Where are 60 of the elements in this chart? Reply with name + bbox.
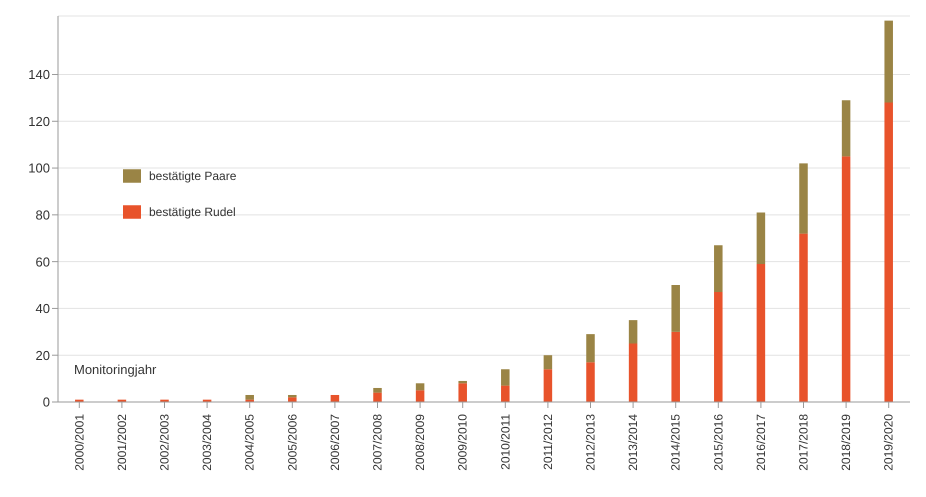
annotation: Monitoringjahr	[74, 362, 156, 377]
bar	[288, 394, 297, 398]
x-tick-label: 2018/2019	[839, 414, 854, 471]
bar	[628, 344, 638, 402]
bar	[416, 383, 424, 390]
y-tick-label: 80	[36, 207, 50, 222]
bar	[544, 355, 552, 370]
bar	[544, 369, 552, 402]
x-tick-label: 2009/2010	[456, 414, 470, 471]
bar	[842, 156, 850, 402]
y-tick-label: 0	[42, 394, 50, 410]
x-tick-label: 2005/2006	[285, 414, 300, 471]
bar	[756, 264, 766, 402]
bar	[373, 392, 382, 402]
x-tick-label: 2019/2020	[882, 414, 896, 471]
x-tick-label: 2008/2009	[413, 414, 428, 471]
x-tick-label: 2006/2007	[328, 414, 342, 471]
bar	[501, 386, 510, 402]
y-tick-label: 60	[36, 254, 50, 270]
bar	[586, 334, 595, 362]
y-tick-label: 40	[36, 301, 50, 316]
bar	[756, 212, 766, 264]
bar	[799, 163, 808, 234]
x-tick-label: 2017/2018	[796, 414, 810, 471]
bar	[671, 285, 680, 332]
legend-label: bestätigte Rudel	[149, 205, 236, 219]
x-tick-label: 2015/2016	[711, 414, 726, 471]
x-tick-label: 2014/2015	[668, 414, 683, 471]
bar	[884, 20, 893, 103]
bar	[245, 394, 254, 400]
bar	[714, 245, 723, 292]
x-tick-label: 2013/2014	[626, 414, 640, 471]
bar	[458, 380, 467, 384]
y-tick-label: 120	[28, 114, 50, 129]
bar	[714, 292, 723, 402]
y-tick-label: 140	[28, 67, 50, 82]
bar	[884, 102, 893, 402]
bar	[671, 332, 680, 402]
bar	[501, 369, 510, 386]
x-tick-label: 2000/2001	[72, 414, 86, 471]
y-tick-label: 20	[36, 348, 50, 363]
bar	[373, 388, 382, 393]
bar	[416, 390, 424, 402]
x-tick-label: 2012/2013	[584, 414, 598, 471]
y-tick-label: 100	[28, 160, 50, 176]
bar	[842, 100, 850, 156]
x-tick-label: 2003/2004	[200, 414, 214, 471]
x-tick-label: 2007/2008	[370, 414, 384, 471]
bar	[330, 394, 340, 402]
x-tick-label: 2004/2005	[242, 414, 257, 471]
x-tick-label: 2001/2002	[114, 414, 129, 471]
x-tick-label: 2002/2003	[158, 414, 172, 471]
x-tick-label: 2011/2012	[540, 414, 555, 470]
legend-label: bestätigte Paare	[149, 169, 236, 183]
bar	[628, 320, 638, 344]
bar	[458, 383, 467, 402]
bar	[586, 362, 595, 402]
bar	[799, 234, 808, 402]
x-tick-label: 2016/2017	[754, 414, 768, 471]
x-tick-label: 2010/2011	[498, 414, 512, 470]
